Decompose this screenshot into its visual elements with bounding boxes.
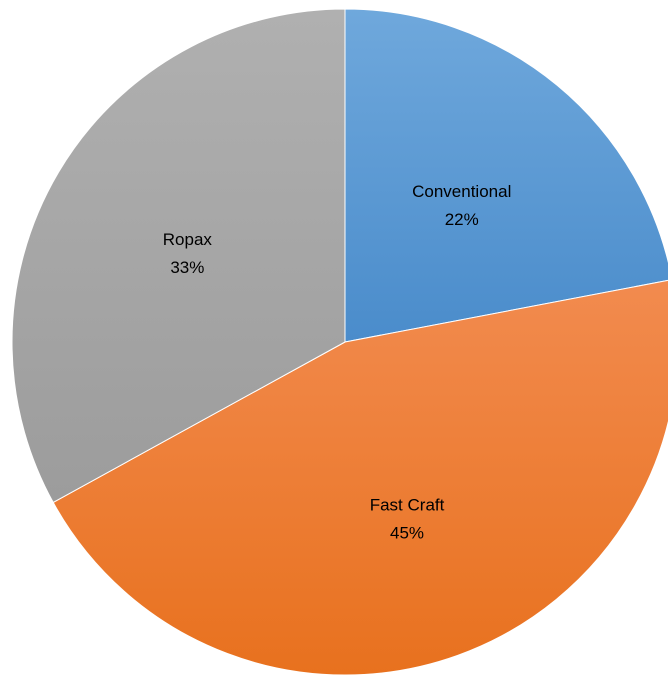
data-label-value-ropax: 33%: [170, 258, 204, 277]
data-label-category-fast-craft: Fast Craft: [370, 495, 445, 514]
data-label-value-conventional: 22%: [445, 210, 479, 229]
data-label-category-conventional: Conventional: [412, 182, 511, 201]
data-label-category-ropax: Ropax: [163, 230, 213, 249]
pie-data-labels: Conventional 22% Fast Craft 45% Ropax 33%: [163, 182, 512, 542]
pie-slice-ropax: [11, 8, 346, 504]
pie-slice-conventional: [344, 8, 668, 343]
data-label-value-fast-craft: 45%: [390, 523, 424, 542]
pie-slices: [11, 8, 668, 675]
pie-slice-fast-craft: [52, 279, 668, 675]
